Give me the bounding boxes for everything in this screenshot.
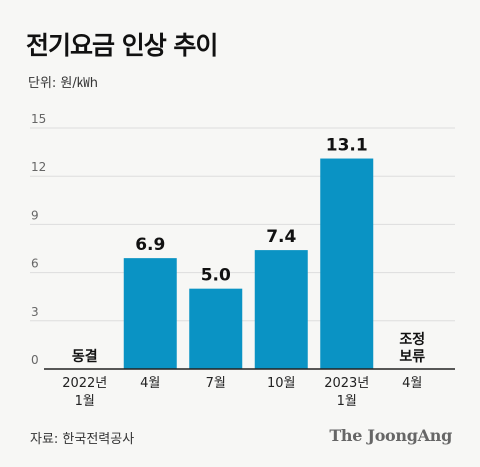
x-tick-label: 2022년	[62, 376, 107, 391]
data-label: 6.9	[135, 235, 165, 255]
bars	[123, 158, 374, 369]
annotation-label: 조정	[399, 331, 425, 348]
x-tick-label: 4월	[402, 376, 422, 391]
y-tick-label: 9	[31, 208, 39, 222]
y-tick-label: 15	[31, 112, 46, 126]
grid-lines	[30, 127, 455, 322]
data-label: 13.1	[326, 136, 368, 156]
y-tick-label: 12	[31, 160, 46, 174]
y-tick-label: 0	[31, 353, 39, 367]
unit-label: 단위: 원/㎾h	[28, 76, 99, 91]
x-tick-label: 10월	[267, 376, 296, 391]
source-note: 자료: 한국전력공사	[30, 432, 135, 447]
x-tick-label: 1월	[337, 394, 357, 409]
data-label: 5.0	[201, 266, 231, 286]
brand-logo: The JoongAng	[329, 426, 452, 445]
bar	[189, 288, 243, 369]
x-tick-label: 2023년	[324, 376, 369, 391]
x-tick-label: 4월	[140, 376, 160, 391]
bar	[123, 258, 177, 369]
x-axis-ticks: 2022년 1월 4월 7월 10월 2023년 1월 4월	[62, 376, 422, 409]
y-tick-label: 3	[31, 305, 39, 319]
x-tick-label: 1월	[75, 394, 95, 409]
chart-title: 전기요금 인상 추이	[26, 31, 218, 60]
y-tick-label: 6	[31, 257, 39, 271]
annotation-label: 보류	[399, 349, 425, 365]
annotation-label: 동결	[72, 348, 98, 365]
y-axis-ticks: 0 3 6 9 12 15	[31, 112, 46, 367]
x-tick-label: 7월	[206, 376, 226, 391]
bar	[320, 158, 374, 369]
bar	[254, 250, 308, 369]
data-label: 7.4	[266, 227, 296, 247]
